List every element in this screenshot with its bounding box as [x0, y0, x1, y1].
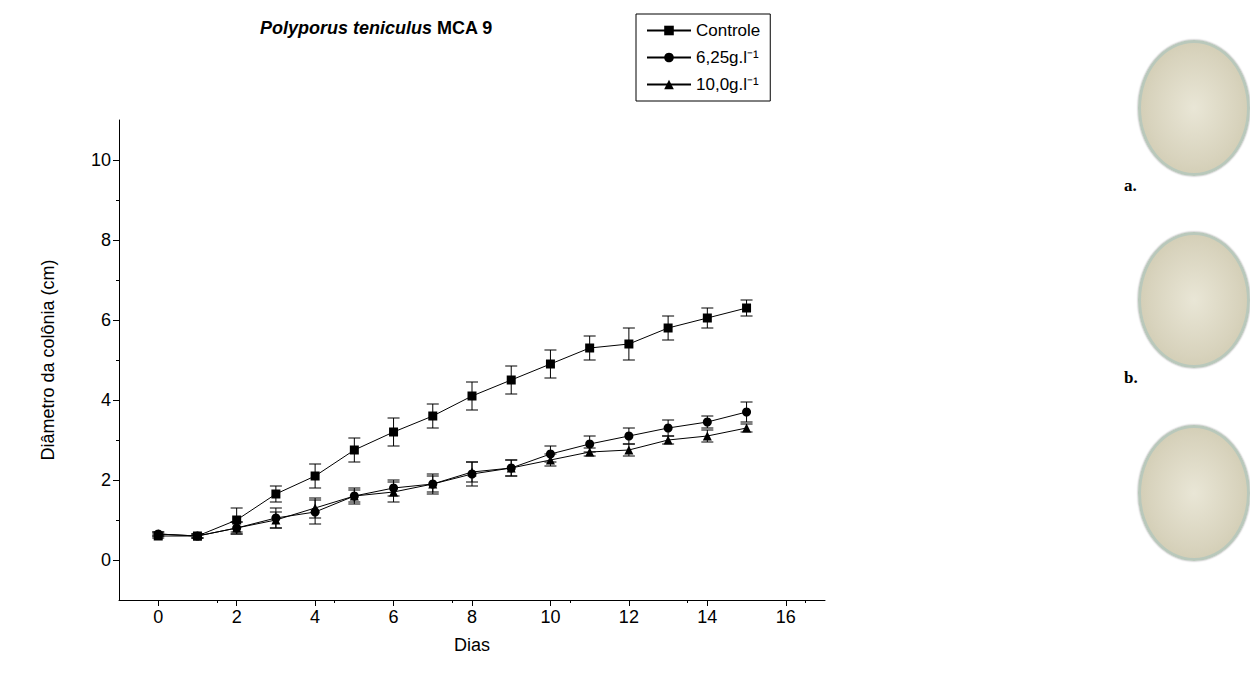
html-text:a.: a.	[1124, 176, 1137, 195]
svg-text:6: 6	[389, 607, 399, 627]
svg-text:14: 14	[697, 607, 717, 627]
svg-text:2: 2	[101, 470, 111, 490]
svg-text:4: 4	[101, 390, 111, 410]
svg-text:MCA 9: MCA 9	[437, 18, 492, 38]
svg-text:0: 0	[101, 550, 111, 570]
svg-text:Diâmetro da colônia (cm): Diâmetro da colônia (cm)	[38, 259, 58, 460]
svg-text:10,0g.l⁻¹: 10,0g.l⁻¹	[696, 75, 759, 94]
svg-text:12: 12	[619, 607, 639, 627]
svg-text:6: 6	[101, 310, 111, 330]
svg-text:0: 0	[153, 607, 163, 627]
svg-text:10: 10	[91, 150, 111, 170]
svg-text:8: 8	[101, 230, 111, 250]
svg-text:2: 2	[232, 607, 242, 627]
svg-text:6,25g.l⁻¹: 6,25g.l⁻¹	[696, 48, 759, 67]
svg-text:16: 16	[776, 607, 796, 627]
svg-text:4: 4	[310, 607, 320, 627]
svg-text:Polyporus teniculus: Polyporus teniculus	[260, 18, 432, 38]
svg-text:Dias: Dias	[454, 635, 490, 655]
svg-text:8: 8	[467, 607, 477, 627]
svg-text:10: 10	[540, 607, 560, 627]
svg-text:Controle: Controle	[696, 21, 760, 40]
html-text:b.: b.	[1124, 368, 1138, 387]
